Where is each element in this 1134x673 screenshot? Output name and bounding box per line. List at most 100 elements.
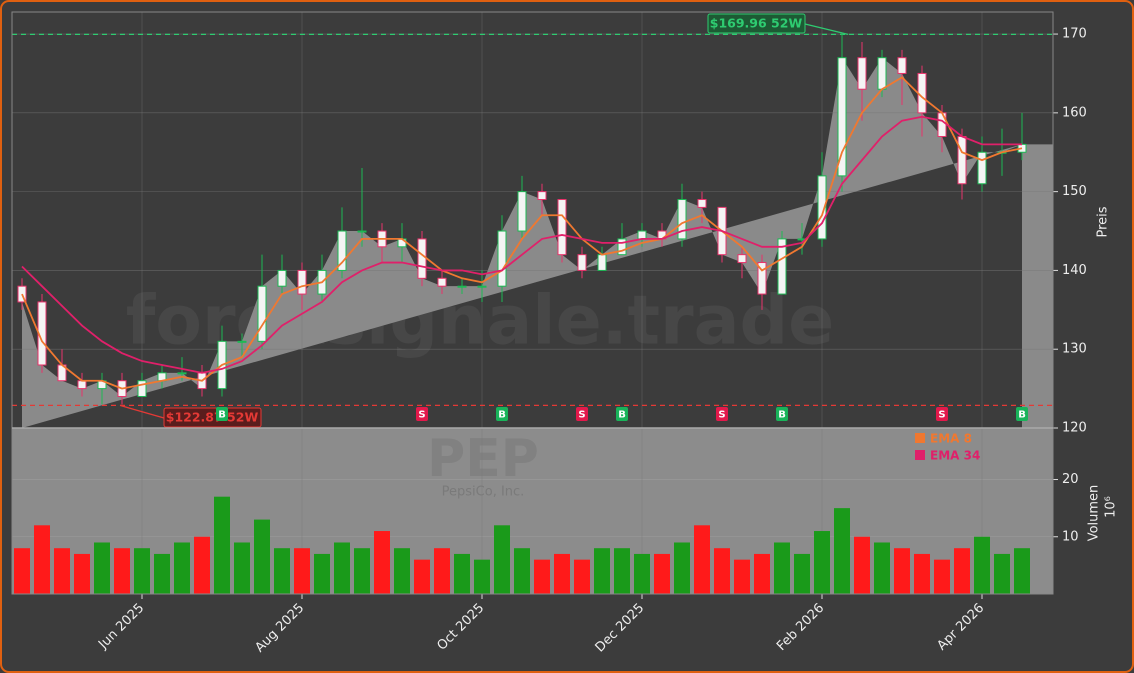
symbol-watermark: PEP [427, 429, 539, 489]
candle-body [137, 380, 147, 397]
legend-label: EMA 34 [930, 449, 980, 463]
volume-bar [374, 531, 390, 594]
y-tick-label: 120 [1062, 421, 1087, 436]
signal-label: B [218, 410, 226, 421]
volume-bar [954, 548, 970, 594]
candle-body [457, 285, 467, 288]
candle-body [437, 277, 447, 287]
candle-body [557, 199, 567, 256]
annotation-label: $169.96 52W [710, 16, 803, 31]
signal-marker [1016, 407, 1028, 421]
annotation-box [707, 13, 806, 34]
candle-body [277, 269, 287, 287]
company-watermark: PepsiCo, Inc. [442, 485, 525, 500]
y-tick-label: 10 [1062, 529, 1079, 544]
signal-label: S [718, 410, 725, 421]
volume-bar [254, 519, 270, 594]
y-tick-label: 20 [1062, 472, 1079, 487]
candle-body [297, 269, 307, 295]
axis-offset-label: 10⁶ [1104, 496, 1119, 518]
signal-marker [496, 407, 508, 421]
volume-bar [554, 553, 570, 594]
candle-body [637, 230, 647, 240]
volume-bar [534, 559, 550, 594]
candle-body [417, 238, 427, 279]
candle-body [617, 238, 627, 256]
candle-body [777, 238, 787, 295]
volume-bar [114, 548, 130, 594]
volume-bar [214, 496, 230, 594]
y-axis-label: Volumen [1087, 485, 1102, 542]
volume-bar [974, 536, 990, 594]
volume-bar [34, 525, 50, 594]
volume-bar [994, 553, 1010, 594]
volume-bar [94, 542, 110, 594]
y-axis-label: Preis [1096, 206, 1111, 237]
candle-body [697, 199, 707, 208]
volume-bar [414, 559, 430, 594]
volume-bar [474, 559, 490, 594]
candle-body [677, 199, 687, 240]
y-tick-label: 170 [1062, 27, 1087, 42]
volume-bar [634, 553, 650, 594]
volume-bar [714, 548, 730, 594]
volume-bar [694, 525, 710, 594]
signal-marker [616, 407, 628, 421]
volume-bar [894, 548, 910, 594]
annotation-label: $122.87 52W [166, 410, 259, 425]
candle-body [357, 230, 367, 233]
signal-label: B [1018, 410, 1026, 421]
candle-body [877, 57, 887, 90]
volume-bar [454, 553, 470, 594]
annotation-box [163, 407, 262, 428]
candle-body [737, 254, 747, 264]
volume-bar [354, 548, 370, 594]
candle-body [497, 230, 507, 287]
volume-bar [434, 548, 450, 594]
plot-layer: forexsignale.trade1201301401501601701020… [11, 11, 1119, 656]
volume-bar [54, 548, 70, 594]
volume-bar [154, 553, 170, 594]
volume-bar [834, 508, 850, 594]
y-tick-label: 150 [1062, 184, 1087, 199]
candle-body [597, 254, 607, 271]
signal-marker [576, 407, 588, 421]
signal-label: S [578, 410, 585, 421]
volume-bar [574, 559, 590, 594]
volume-bar [194, 536, 210, 594]
candle-body [337, 230, 347, 271]
signal-label: S [418, 410, 425, 421]
signal-marker [936, 407, 948, 421]
candle-body [177, 372, 187, 375]
signal-marker [416, 407, 428, 421]
signal-marker [716, 407, 728, 421]
volume-bar [654, 553, 670, 594]
legend-label: EMA 8 [930, 432, 972, 446]
volume-bar [874, 542, 890, 594]
candle-body [757, 262, 767, 295]
signal-label: S [938, 410, 945, 421]
candle-body [897, 57, 907, 74]
y-tick-label: 160 [1062, 105, 1087, 120]
signal-label: B [618, 410, 626, 421]
volume-bar [74, 553, 90, 594]
annotation-arrow [804, 23, 849, 36]
ema-line [21, 76, 1023, 390]
candle-body [577, 254, 587, 271]
candle-body [817, 175, 827, 240]
volume-bar [614, 548, 630, 594]
signal-marker [776, 407, 788, 421]
volume-bar [594, 548, 610, 594]
volume-bar [934, 559, 950, 594]
legend-swatch [915, 433, 925, 443]
volume-bar [394, 548, 410, 594]
candle-body [237, 340, 247, 343]
volume-bar [334, 542, 350, 594]
legend-swatch [915, 450, 925, 460]
y-tick-label: 140 [1062, 263, 1087, 278]
volume-bar [314, 553, 330, 594]
volume-bar [1014, 548, 1030, 594]
volume-bar [294, 548, 310, 594]
volume-bar [814, 531, 830, 594]
